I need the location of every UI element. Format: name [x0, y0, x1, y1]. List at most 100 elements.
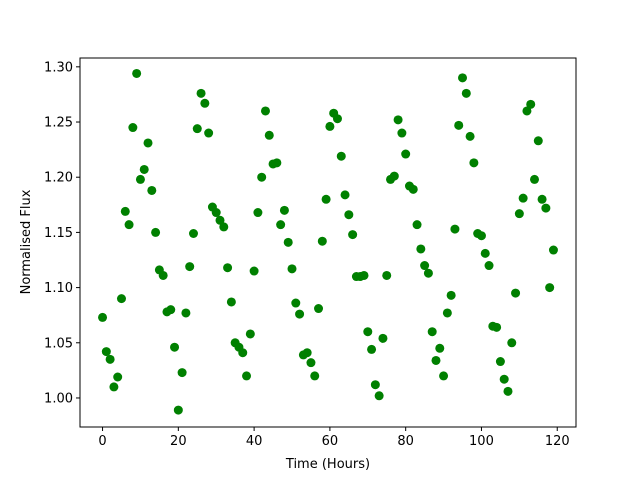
y-tick-label: 1.00	[44, 391, 73, 406]
data-point	[435, 343, 445, 353]
y-axis-label: Normalised Flux	[19, 189, 34, 294]
data-point	[420, 261, 430, 271]
data-point	[249, 266, 259, 276]
data-point	[442, 308, 452, 318]
x-tick-label: 100	[469, 434, 494, 449]
data-point	[458, 73, 468, 83]
data-point	[314, 304, 324, 314]
data-point	[166, 305, 176, 315]
x-axis-label: Time (Hours)	[285, 457, 370, 472]
data-point	[461, 88, 471, 98]
data-point	[120, 206, 130, 216]
data-point	[344, 210, 354, 220]
data-point	[511, 288, 521, 298]
data-point	[147, 185, 157, 195]
data-point	[279, 205, 289, 215]
data-point	[340, 190, 350, 200]
x-tick-label: 80	[397, 434, 414, 449]
data-point	[173, 405, 183, 415]
data-point	[374, 391, 384, 401]
data-point	[113, 372, 123, 382]
data-point	[264, 130, 274, 140]
data-point	[223, 263, 233, 273]
data-point	[242, 371, 252, 381]
data-point	[211, 208, 221, 218]
data-point	[423, 268, 433, 278]
y-tick-label: 1.25	[44, 116, 73, 131]
data-point	[321, 194, 331, 204]
data-point	[348, 230, 358, 240]
data-point	[128, 123, 138, 133]
data-point	[367, 344, 377, 354]
data-point	[101, 347, 111, 357]
x-tick-label: 40	[246, 434, 263, 449]
y-tick-label: 1.30	[44, 60, 73, 75]
data-point	[204, 128, 214, 138]
data-point	[151, 227, 161, 237]
data-point	[238, 348, 248, 358]
data-point	[465, 131, 475, 141]
data-point	[514, 209, 524, 219]
data-point	[537, 194, 547, 204]
plot-frame	[79, 57, 577, 428]
data-point	[226, 297, 236, 307]
data-point	[98, 312, 108, 322]
y-tick-label: 1.15	[44, 226, 73, 241]
y-tick-label: 1.05	[44, 336, 73, 351]
data-point	[454, 120, 464, 130]
data-point	[427, 327, 437, 337]
data-point	[132, 68, 142, 78]
data-point	[253, 208, 263, 218]
data-point	[219, 222, 229, 232]
data-point	[548, 245, 558, 255]
data-point	[135, 174, 145, 184]
data-point	[363, 327, 373, 337]
data-point	[192, 124, 202, 134]
data-point	[105, 354, 115, 364]
data-point	[283, 237, 293, 247]
data-point	[397, 128, 407, 138]
data-point	[359, 270, 369, 280]
data-point	[200, 98, 210, 108]
x-tick-label: 120	[545, 434, 570, 449]
data-point	[533, 136, 543, 146]
data-point	[431, 355, 441, 365]
data-point	[317, 236, 327, 246]
data-point	[295, 309, 305, 319]
data-point	[382, 270, 392, 280]
data-point	[325, 121, 335, 131]
data-point	[109, 382, 119, 392]
data-point	[522, 106, 532, 116]
data-point	[124, 220, 134, 230]
data-point	[480, 248, 490, 258]
data-point	[503, 386, 513, 396]
data-point	[257, 172, 267, 182]
data-point	[446, 290, 456, 300]
data-point	[492, 322, 502, 332]
data-point	[158, 270, 168, 280]
data-point	[276, 220, 286, 230]
x-tick-label: 20	[170, 434, 187, 449]
data-point	[469, 158, 479, 168]
data-point	[518, 193, 528, 203]
data-point	[476, 231, 486, 241]
data-point	[495, 357, 505, 367]
data-point	[306, 358, 316, 368]
data-point	[215, 215, 225, 225]
data-point	[499, 374, 509, 384]
data-point	[412, 220, 422, 230]
data-point	[416, 244, 426, 254]
data-point	[439, 371, 449, 381]
data-point	[139, 164, 149, 174]
data-point	[196, 88, 206, 98]
y-tick-label: 1.10	[44, 281, 73, 296]
data-point	[188, 229, 198, 239]
data-point	[143, 138, 153, 148]
data-point	[450, 224, 460, 234]
y-tick-label: 1.20	[44, 171, 73, 186]
data-point	[185, 262, 195, 272]
data-point	[336, 151, 346, 161]
data-point	[272, 158, 282, 168]
data-point	[170, 342, 180, 352]
